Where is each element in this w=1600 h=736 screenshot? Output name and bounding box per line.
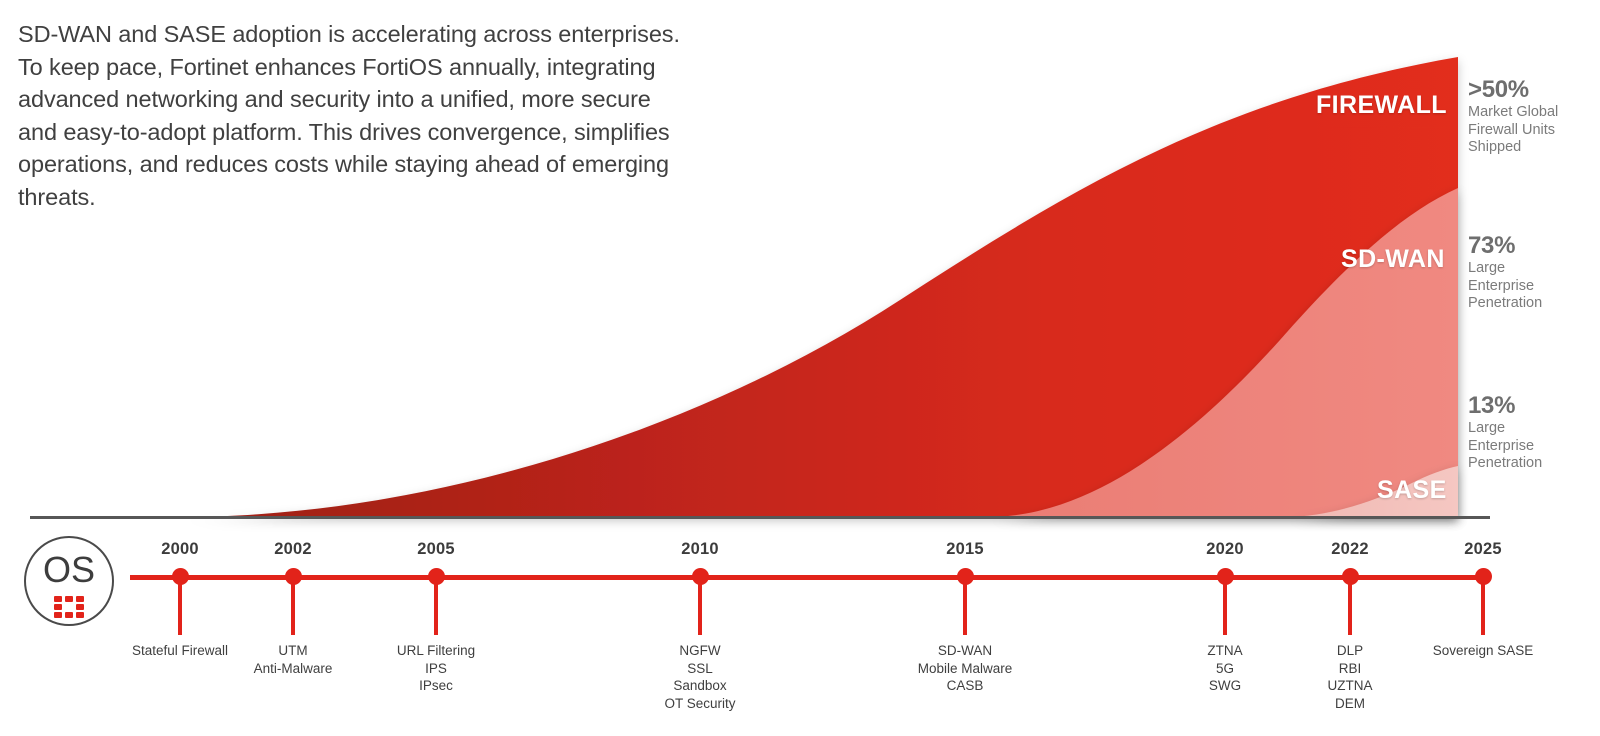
stat-firewall: >50% Market Global Firewall Units Shippe… xyxy=(1468,77,1592,157)
stat-sase-desc: Large Enterprise Penetration xyxy=(1468,420,1543,471)
fortinet-grid-icon xyxy=(54,596,84,618)
timeline-year: 2022 xyxy=(1331,540,1369,558)
timeline-stem xyxy=(178,583,182,635)
intro-paragraph: SD-WAN and SASE adoption is accelerating… xyxy=(18,21,680,210)
timeline-dot-icon xyxy=(1474,568,1492,585)
timeline-items: NGFW SSL Sandbox OT Security xyxy=(664,643,736,711)
timeline-items: Sovereign SASE xyxy=(1432,643,1534,658)
stat-firewall-value: >50% xyxy=(1468,76,1529,103)
stat-sdwan-desc: Large Enterprise Penetration xyxy=(1468,260,1543,311)
timeline-stem xyxy=(1481,583,1485,635)
timeline-dot-icon xyxy=(1216,568,1234,585)
timeline-stem xyxy=(434,583,438,635)
timeline-node-2005[interactable]: 2005 URL Filtering IPS IPsec xyxy=(341,540,531,695)
timeline-node-2022[interactable]: 2022 DLP RBI UZTNA DEM xyxy=(1255,540,1445,712)
stat-sase-value: 13% xyxy=(1468,392,1516,419)
timeline-year: 2020 xyxy=(1206,540,1244,558)
timeline-year: 2015 xyxy=(946,540,984,558)
timeline-node-2015[interactable]: 2015 SD-WAN Mobile Malware CASB xyxy=(870,540,1060,695)
timeline-node-2000[interactable]: 2000 Stateful Firewall xyxy=(85,540,275,660)
timeline-stem xyxy=(1348,583,1352,635)
band-label-sase: SASE xyxy=(1377,476,1447,504)
timeline-dot-icon xyxy=(691,568,709,585)
timeline-items: SD-WAN Mobile Malware CASB xyxy=(917,643,1013,693)
timeline-items: DLP RBI UZTNA DEM xyxy=(1327,643,1373,711)
timeline-node-2010[interactable]: 2010 NGFW SSL Sandbox OT Security xyxy=(605,540,795,712)
stat-sdwan-value: 73% xyxy=(1468,232,1516,259)
area-sase xyxy=(1286,466,1458,517)
timeline-stem xyxy=(291,583,295,635)
area-firewall xyxy=(180,57,1458,517)
timeline-stem xyxy=(1223,583,1227,635)
timeline-node-2020[interactable]: 2020 ZTNA 5G SWG xyxy=(1130,540,1320,695)
timeline-rail xyxy=(130,575,1490,580)
timeline-year: 2000 xyxy=(161,540,199,558)
timeline-dot-icon xyxy=(284,568,302,585)
band-label-sdwan: SD-WAN xyxy=(1341,245,1445,273)
timeline-year: 2010 xyxy=(681,540,719,558)
timeline-dot-icon xyxy=(1341,568,1359,585)
timeline-items: ZTNA 5G SWG xyxy=(1207,643,1243,693)
timeline-year: 2025 xyxy=(1464,540,1502,558)
chart-baseline xyxy=(30,516,1490,519)
stat-sase: 13% Large Enterprise Penetration xyxy=(1468,393,1592,473)
timeline-year: 2002 xyxy=(274,540,312,558)
timeline-stem xyxy=(963,583,967,635)
timeline-items: Stateful Firewall xyxy=(131,643,229,658)
stat-sdwan: 73% Large Enterprise Penetration xyxy=(1468,233,1592,313)
fortios-badge-label: OS xyxy=(42,549,95,590)
timeline-dot-icon xyxy=(427,568,445,585)
timeline-items: URL Filtering IPS IPsec xyxy=(396,643,476,693)
timeline-items: UTM Anti-Malware xyxy=(253,643,333,676)
area-sdwan xyxy=(988,188,1458,517)
timeline-year: 2005 xyxy=(417,540,455,558)
band-label-firewall: FIREWALL xyxy=(1316,91,1447,119)
stat-firewall-desc: Market Global Firewall Units Shipped xyxy=(1468,104,1559,155)
timeline-node-2025[interactable]: 2025 Sovereign SASE xyxy=(1388,540,1578,660)
timeline-dot-icon xyxy=(956,568,974,585)
timeline-stem xyxy=(698,583,702,635)
timeline-dot-icon xyxy=(171,568,189,585)
timeline-node-2002[interactable]: 2002 UTM Anti-Malware xyxy=(198,540,388,677)
fortios-badge: OS xyxy=(24,536,114,626)
